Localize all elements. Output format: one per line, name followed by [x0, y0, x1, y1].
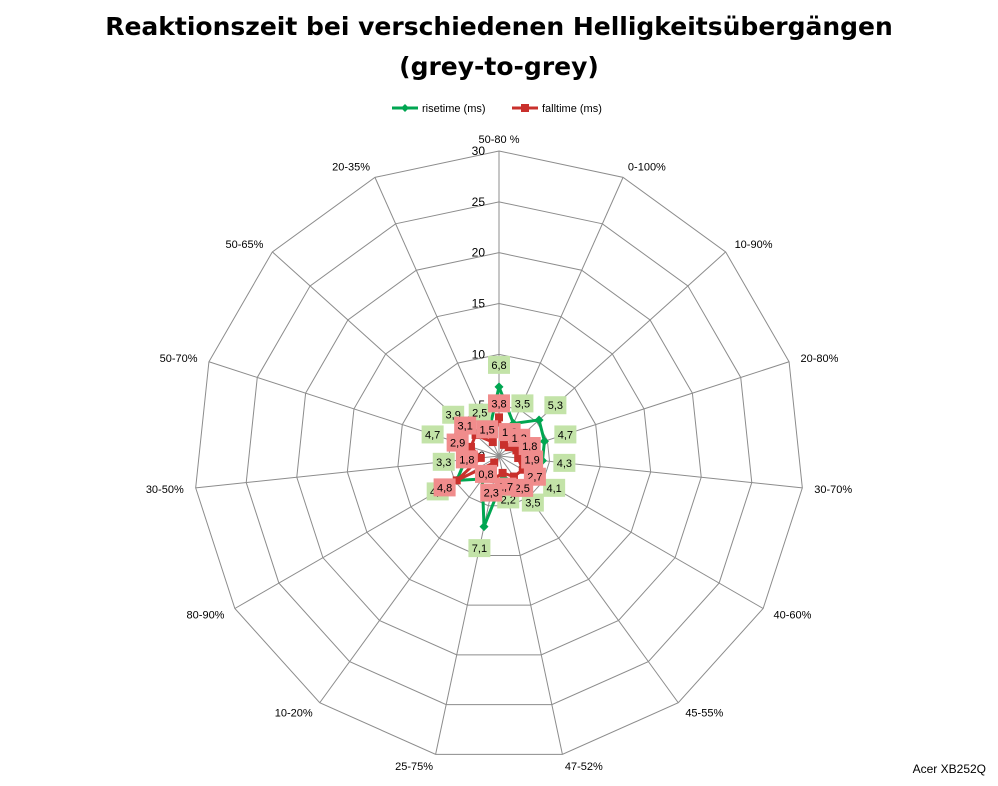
grid-ring — [296, 252, 702, 656]
chart-subtitle: (grey-to-grey) — [399, 52, 599, 81]
grid-spoke — [319, 455, 500, 704]
data-label: 4,7 — [425, 429, 440, 441]
credit-text: Acer XB252Q — [912, 762, 986, 776]
radial-tick-label: 20 — [472, 246, 486, 260]
category-label: 80-90% — [187, 610, 225, 622]
data-label-bg — [480, 483, 503, 502]
category-label: 47-52% — [565, 761, 603, 773]
chart-title: Reaktionszeit bei verschiedenen Helligke… — [105, 12, 893, 41]
falltime-marker — [518, 465, 527, 474]
data-label: 2,3 — [484, 488, 499, 500]
data-label-bg — [488, 394, 510, 413]
category-label: 50-70% — [160, 353, 198, 365]
data-label: 1,9 — [524, 454, 539, 466]
category-label: 10-90% — [735, 239, 773, 251]
risetime-marker — [494, 382, 504, 392]
data-label-bg — [521, 450, 544, 469]
data-label: 1,8 — [522, 441, 537, 453]
falltime-marker — [509, 472, 518, 481]
falltime-marker — [512, 446, 521, 455]
category-label: 20-35% — [332, 161, 370, 173]
data-label-bg — [521, 493, 544, 512]
data-label: 0,8 — [478, 469, 493, 481]
data-label: 2,5 — [515, 483, 530, 495]
risetime-legend-marker — [401, 104, 409, 112]
grid-ring — [195, 150, 803, 755]
category-label: 20-80% — [800, 353, 838, 365]
grid-spoke — [498, 251, 726, 457]
radial-tick-label: 30 — [472, 144, 486, 158]
data-label-bg — [554, 425, 577, 444]
data-label: 5,3 — [548, 400, 563, 412]
category-label: 45-55% — [685, 707, 723, 719]
grid-spoke — [435, 455, 500, 755]
category-label: 40-60% — [774, 610, 812, 622]
legend-label: falltime (ms) — [542, 103, 602, 115]
risetime-marker — [539, 436, 549, 446]
data-label: 1,5 — [479, 424, 494, 436]
data-label-bg — [468, 539, 491, 558]
data-label-bg — [455, 450, 478, 469]
data-label-bg — [433, 478, 456, 497]
data-label: 1,8 — [459, 454, 474, 466]
falltime-marker — [476, 453, 485, 462]
data-label: 3,1 — [458, 421, 473, 433]
risetime-marker — [479, 522, 489, 532]
falltime-legend-marker — [521, 104, 529, 112]
data-label-bg — [454, 416, 477, 435]
falltime-marker — [499, 440, 508, 449]
data-label-bg — [543, 478, 566, 497]
data-label: 4,8 — [437, 482, 452, 494]
data-label-bg — [421, 425, 444, 444]
data-label-bg — [511, 478, 534, 497]
radial-tick-label: 25 — [472, 195, 486, 209]
falltime-marker — [504, 443, 513, 452]
falltime-marker — [471, 430, 480, 439]
data-label: 4,3 — [557, 458, 572, 470]
data-label: 2,9 — [450, 438, 465, 450]
category-label: 30-50% — [146, 484, 184, 496]
data-label: 2,2 — [501, 494, 516, 506]
data-label: 3,8 — [491, 398, 506, 410]
data-label-bg — [488, 355, 510, 374]
falltime-marker — [466, 442, 475, 451]
data-label-bg — [474, 464, 497, 483]
data-label: 3,3 — [436, 457, 451, 469]
category-label: 50-65% — [226, 239, 264, 251]
data-label: 4,1 — [547, 483, 562, 495]
data-label: 3,5 — [515, 398, 530, 410]
data-label: 3,5 — [525, 498, 540, 510]
data-label: 4,7 — [558, 429, 573, 441]
data-label-bg — [544, 396, 567, 415]
grid-spoke — [498, 455, 803, 489]
category-label: 25-75% — [395, 761, 433, 773]
radial-tick-label: 15 — [472, 297, 486, 311]
radial-tick-label: 10 — [472, 347, 486, 361]
falltime-marker — [514, 454, 523, 463]
data-label-bg — [446, 433, 469, 452]
data-label: 7,1 — [472, 543, 487, 555]
risetime-marker — [534, 415, 544, 425]
data-label-bg — [511, 394, 534, 413]
falltime-marker — [490, 458, 499, 467]
grid-ring — [397, 353, 601, 556]
grid-ring — [346, 302, 652, 606]
category-label: 0-100% — [628, 161, 666, 173]
category-label: 50-80 % — [479, 134, 520, 146]
data-label-bg — [476, 420, 499, 439]
falltime-marker — [488, 438, 497, 447]
falltime-marker — [498, 468, 507, 477]
category-label: 30-70% — [814, 484, 852, 496]
falltime-marker — [495, 413, 503, 422]
data-label: 6,8 — [491, 360, 506, 372]
category-label: 10-20% — [275, 707, 313, 719]
grid-ring — [245, 201, 753, 706]
legend-label: risetime (ms) — [422, 103, 486, 115]
falltime-marker — [452, 476, 461, 485]
data-label-bg — [432, 452, 455, 471]
data-label-bg — [553, 453, 576, 472]
